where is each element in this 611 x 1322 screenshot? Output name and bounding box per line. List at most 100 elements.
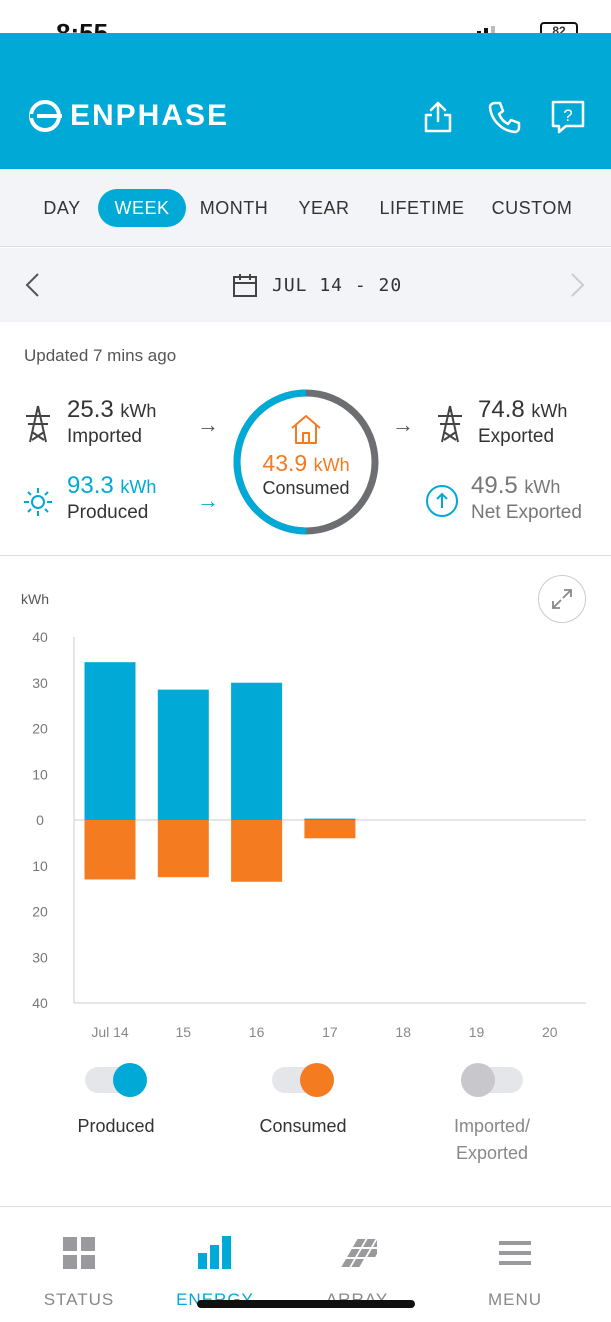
house-icon — [291, 415, 321, 444]
period-tabs: DAY WEEK MONTH YEAR LIFETIME CUSTOM — [0, 169, 611, 247]
consumed-value-row: 43.9 kWh — [232, 450, 380, 477]
y-tick-label: 10 — [32, 766, 48, 782]
nav-menu-label: MENU — [487, 1290, 543, 1309]
energy-bars-icon — [198, 1236, 231, 1269]
produced-label: Produced — [67, 502, 149, 523]
date-range[interactable]: JUL 14 - 20 — [232, 272, 402, 298]
arrow-right-icon-2: → — [392, 412, 414, 437]
y-tick-label: 10 — [32, 858, 48, 874]
net-exported-value: 49.5 — [471, 472, 518, 499]
exported-stat: 74.8 kWh Exported — [478, 396, 567, 448]
svg-text:?: ? — [563, 106, 572, 125]
energy-summary: Updated 7 mins ago 25.3 kWh Imported → 9… — [0, 322, 611, 556]
grid-tower-icon-2 — [438, 405, 462, 443]
battery-icon: 82 — [540, 22, 578, 33]
nav-energy[interactable]: ENERGY — [160, 1233, 270, 1310]
legend-consumed[interactable]: Consumed — [213, 1063, 393, 1140]
y-tick-label: 40 — [32, 629, 48, 645]
app-header: ENPHASE ? — [0, 33, 611, 169]
bar-consumed — [157, 820, 209, 878]
status-bar: 8:55 82 — [0, 0, 611, 33]
x-tick-label: Jul 14 — [91, 1024, 129, 1040]
imported-value: 25.3 — [67, 396, 114, 423]
chevron-left-icon[interactable] — [22, 272, 44, 298]
consumed-value: 43.9 — [262, 450, 308, 476]
net-export-up-icon — [426, 485, 458, 517]
bar-produced — [231, 682, 283, 820]
tab-week[interactable]: WEEK — [98, 189, 186, 227]
arrow-right-blue-icon: → — [197, 488, 219, 513]
produced-value: 93.3 — [67, 472, 114, 499]
bar-produced — [304, 818, 356, 820]
date-navigator: JUL 14 - 20 — [0, 248, 611, 322]
bar-produced — [84, 662, 136, 820]
tab-month[interactable]: MONTH — [199, 198, 269, 218]
tab-custom[interactable]: CUSTOM — [491, 198, 573, 218]
y-tick-label: 20 — [32, 721, 48, 737]
legend-imported-exported[interactable]: Imported/ Exported — [402, 1063, 582, 1167]
date-range-label: JUL 14 - 20 — [272, 274, 403, 296]
produced-toggle[interactable] — [85, 1063, 147, 1097]
exported-unit: kWh — [531, 401, 568, 421]
consumed-label: Consumed — [262, 478, 350, 498]
nav-status-label: STATUS — [43, 1290, 115, 1309]
phone-icon[interactable] — [486, 99, 522, 135]
x-tick-label: 18 — [395, 1024, 411, 1040]
tab-year[interactable]: YEAR — [298, 198, 350, 218]
bar-consumed — [304, 820, 356, 839]
bar-consumed — [84, 820, 136, 880]
expand-icon — [552, 589, 572, 609]
imported-stat: 25.3 kWh Imported — [67, 396, 156, 448]
home-indicator — [197, 1300, 415, 1308]
chevron-right-icon[interactable] — [566, 272, 588, 298]
imported-unit: kWh — [120, 401, 157, 421]
chart-ylabel: kWh — [21, 591, 49, 607]
tab-day[interactable]: DAY — [43, 198, 81, 218]
x-tick-label: 17 — [322, 1024, 338, 1040]
nav-menu[interactable]: MENU — [460, 1233, 570, 1310]
imported-exported-toggle[interactable] — [461, 1063, 523, 1097]
legend-imported-label: Imported/ — [453, 1116, 531, 1136]
imported-label: Imported — [67, 426, 142, 447]
signal-icon — [470, 26, 495, 33]
arrow-right-icon: → — [197, 412, 219, 437]
bar-produced — [157, 689, 209, 820]
net-exported-stat: 49.5 kWh Net Exported — [471, 472, 582, 524]
menu-icon — [499, 1241, 531, 1265]
grid-tower-icon — [26, 405, 50, 443]
bar-consumed — [231, 820, 283, 882]
sun-icon — [24, 488, 52, 516]
brand-name: ENPHASE — [70, 99, 230, 132]
x-tick-label: 19 — [469, 1024, 485, 1040]
share-icon[interactable] — [420, 99, 456, 135]
help-icon[interactable]: ? — [550, 99, 586, 135]
consumed-toggle[interactable] — [272, 1063, 334, 1097]
nav-status[interactable]: STATUS — [24, 1233, 134, 1310]
consumed-unit: kWh — [313, 455, 350, 475]
tab-lifetime[interactable]: LIFETIME — [379, 198, 465, 218]
legend-produced-label: Produced — [77, 1116, 155, 1136]
exported-value: 74.8 — [478, 396, 525, 423]
legend-produced[interactable]: Produced — [26, 1063, 206, 1140]
expand-button[interactable] — [538, 575, 586, 623]
exported-label: Exported — [478, 426, 555, 447]
status-time: 8:55 — [56, 18, 109, 33]
x-tick-label: 16 — [249, 1024, 265, 1040]
x-tick-label: 15 — [176, 1024, 192, 1040]
x-tick-label: 20 — [542, 1024, 558, 1040]
consumption-ring — [233, 389, 379, 535]
net-exported-label: Net Exported — [471, 502, 582, 523]
energy-chart-panel: kWh 40 30 20 10 0 10 20 30 40 Jul 14 15 16 17 18 19 20 … — [0, 557, 611, 1205]
produced-stat: 93.3 kWh Produced — [67, 472, 156, 524]
net-exported-unit: kWh — [524, 477, 561, 497]
calendar-icon — [233, 274, 257, 297]
updated-text: Updated 7 mins ago — [24, 346, 177, 365]
legend-consumed-label: Consumed — [259, 1116, 347, 1136]
energy-bar-chart: 40 30 20 10 0 10 20 30 40 Jul 14 15 16 17 18 19 20 — [32, 629, 586, 1040]
y-tick-label: 30 — [32, 949, 48, 965]
y-tick-label: 30 — [32, 675, 48, 691]
nav-array[interactable]: ARRAY — [302, 1233, 412, 1310]
enphase-logo-icon — [29, 100, 62, 132]
array-panels-icon — [341, 1239, 386, 1267]
y-tick-label: 20 — [32, 904, 48, 920]
